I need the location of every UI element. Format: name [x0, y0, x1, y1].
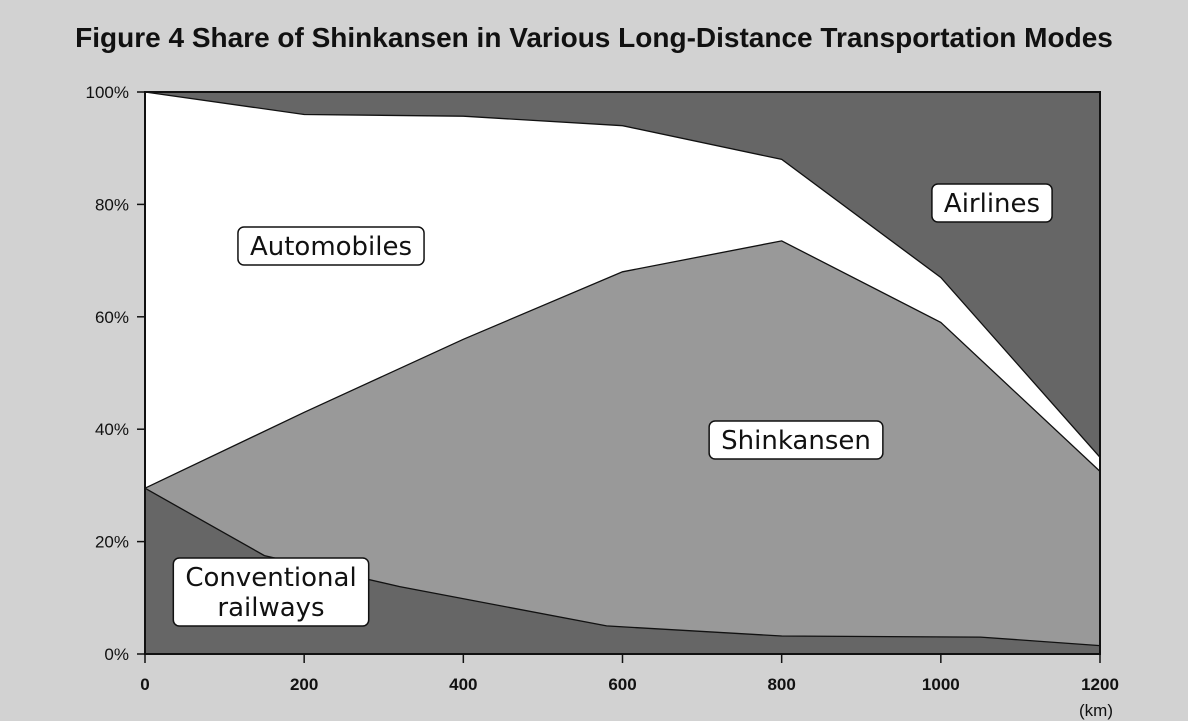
x-tick-label: 600	[608, 675, 636, 694]
label-text: Airlines	[944, 189, 1040, 219]
label-box	[708, 420, 884, 460]
y-axis: 0% 20% 40% 60% 80% 100%	[86, 83, 145, 664]
label-text: Automobiles	[250, 232, 412, 262]
label-box	[931, 183, 1053, 223]
chart-title: Figure 4 Share of Shinkansen in Various …	[75, 22, 1113, 53]
x-axis-unit: (km)	[1079, 701, 1113, 720]
label-text: Conventional	[185, 563, 356, 593]
area-airlines	[145, 92, 1100, 458]
y-tick-label: 20%	[95, 533, 129, 552]
x-tick-label: 800	[767, 675, 795, 694]
label-box	[237, 226, 425, 266]
area-automobiles	[145, 92, 1100, 489]
line-conventional-railways	[144, 487, 1101, 647]
label-text: railways	[217, 593, 324, 623]
y-tick-label: 0%	[104, 645, 129, 664]
label-text: Shinkansen	[721, 426, 871, 456]
x-tick-label: 1000	[922, 675, 960, 694]
area-conventional-railways	[145, 488, 1100, 654]
boundary-lines	[144, 91, 1101, 647]
x-tick-label: 1200	[1081, 675, 1119, 694]
y-tick-label: 100%	[86, 83, 129, 102]
plot-areas	[145, 92, 1100, 654]
line-shinkansen	[144, 240, 1101, 489]
y-tick-label: 60%	[95, 308, 129, 327]
x-tick-label: 200	[290, 675, 318, 694]
label-shinkansen: Shinkansen	[708, 420, 884, 460]
area-shinkansen	[145, 240, 1100, 646]
y-tick-label: 40%	[95, 420, 129, 439]
label-automobiles: Automobiles	[237, 226, 425, 266]
x-tick-label: 0	[140, 675, 149, 694]
y-tick-label: 80%	[95, 195, 129, 214]
label-airlines: Airlines	[931, 183, 1053, 223]
x-axis: 0 200 400 600 800 1000 1200	[140, 654, 1119, 694]
label-box	[172, 557, 370, 627]
x-tick-label: 400	[449, 675, 477, 694]
line-automobiles	[144, 91, 1101, 458]
